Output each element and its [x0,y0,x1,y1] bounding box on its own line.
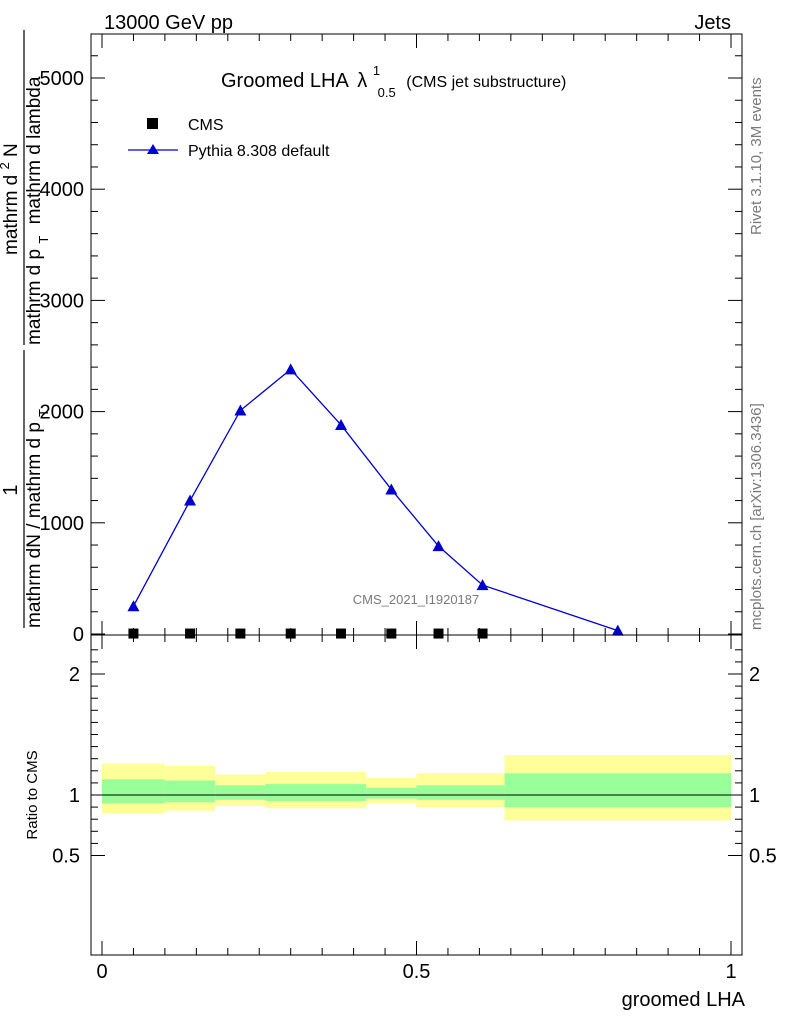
x-tick-label: 0 [96,961,107,983]
ylabel-two-denominator-text: mathrm d p [24,249,45,345]
data-point-pythia [432,540,445,552]
data-point-pythia [184,494,197,506]
ratio-y-tick-label-right: 1 [749,785,760,807]
main-y-axis-label: 1 mathrm dN / mathrm d p T mathrm d 2 N … [0,30,53,628]
ratio-band-inner [102,779,165,804]
main-y-tick-label: 4000 [40,179,85,201]
ratio-y-tick-label: 2 [69,664,80,686]
rivet-label: Rivet 3.1.10, 3M events [748,77,765,235]
ylabel-two-numerator-rest: N [1,143,22,157]
main-y-tick-labels: 0 1000 2000 3000 4000 5000 [40,68,85,646]
main-y-tick-label: 3000 [40,290,85,312]
data-point-cms [185,628,196,639]
main-y-tick-label: 5000 [40,68,85,90]
x-tick-label: 1 [725,961,736,983]
main-panel: 0 1000 2000 3000 4000 5000 Groomed LHA λ 1 0.… [40,33,743,646]
legend-marker-cms [147,118,158,129]
mcplots-label: mcplots.cern.ch [arXiv:1306.3436] [748,403,765,630]
main-y-tick-label: 1000 [40,513,85,535]
title-subscript: 0.5 [378,85,396,100]
analysis-watermark: CMS_2021_I1920187 [353,592,480,607]
ratio-band-inner [265,784,367,802]
data-point-cms [285,628,296,639]
data-point-cms [433,628,444,639]
legend: CMS Pythia 8.308 default [128,117,330,160]
ratio-band-inner [504,773,731,808]
ratio-band-inner [215,785,266,800]
data-point-cms [477,628,488,639]
ratio-panel: 0.5 0.5 1 1 2 2 0 0.5 1 Ratio to CMS groomed LHA [24,634,777,1011]
ylabel-one-numerator: 1 [0,484,22,495]
ratio-y-tick-label-right: 2 [749,664,760,686]
legend-marker-pythia [147,144,159,154]
ylabel-two-numerator: mathrm d 2 N [0,143,22,255]
data-point-pythia [611,624,624,636]
main-y-tick-label: 0 [73,624,84,646]
title-superscript: 1 [373,63,380,78]
ylabel-two-denominator-rest: mathrm d lambda [24,76,45,224]
ratio-y-axis-label: Ratio to CMS [24,750,41,839]
ylabel-two-numerator-sup: 2 [0,162,12,169]
data-point-pythia [476,579,489,591]
data-point-pythia [385,483,398,495]
data-point-pythia [234,404,247,416]
data-point-pythia [335,418,348,430]
legend-label-cms: CMS [188,117,224,134]
title-suffix: (CMS jet substructure) [406,74,566,91]
ylabel-two-denominator: mathrm d p T mathrm d lambda [24,76,53,345]
ratio-ticks [91,635,742,955]
x-axis-label: groomed LHA [622,989,746,1011]
ratio-band-inner [366,787,417,799]
ratio-bands [102,755,731,821]
ylabel-one-denominator: mathrm dN / mathrm d p T [24,409,51,628]
ylabel-one-denominator-sub: T [36,409,51,417]
ylabel-two-numerator-text: mathrm d [1,175,22,255]
title-main: Groomed LHA [221,70,349,92]
legend-label-pythia: Pythia 8.308 default [188,143,330,160]
data-point-pythia [284,363,297,375]
ratio-y-tick-label-right: 0.5 [749,846,777,868]
x-tick-label: 0.5 [403,961,431,983]
data-point-cms [128,628,139,639]
ylabel-two-denominator-sub: T [36,236,51,244]
ratio-y-tick-label: 1 [69,785,80,807]
chart-title: Groomed LHA λ 1 0.5 (CMS jet substructur… [221,58,566,102]
ylabel-one-denominator-text: mathrm dN / mathrm d p [24,422,45,628]
ratio-band-inner [416,785,505,800]
main-series [127,363,624,639]
main-y-tick-label: 2000 [40,402,85,424]
data-point-cms [386,628,397,639]
data-point-cms [336,628,347,639]
header-right: Jets [694,12,731,34]
header-left: 13000 GeV pp [104,12,233,34]
ratio-y-tick-label: 0.5 [52,846,80,868]
title-symbol: λ [357,70,367,92]
data-point-pythia [127,600,140,612]
ratio-band-inner [164,780,216,803]
data-point-cms [235,628,246,639]
ratio-tick-labels: 0.5 0.5 1 1 2 2 0 0.5 1 [52,664,777,983]
main-ticks [91,34,742,635]
